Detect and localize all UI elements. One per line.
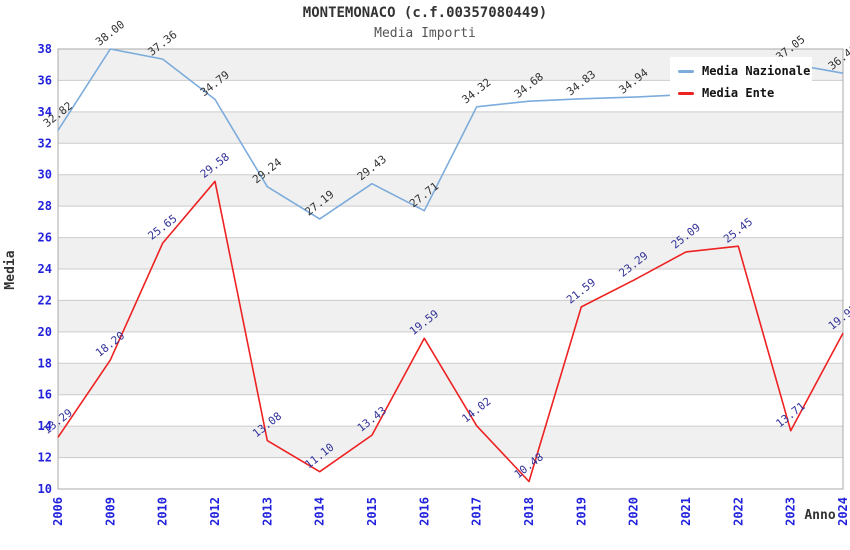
x-tick-label: 2024: [836, 497, 850, 526]
plot-band: [58, 300, 843, 332]
chart-subtitle: Media Importi: [374, 26, 476, 41]
y-tick-label: 30: [38, 168, 52, 182]
y-tick-label: 26: [38, 231, 52, 245]
y-tick-label: 22: [38, 293, 52, 307]
y-tick-label: 34: [38, 105, 52, 119]
x-axis-title: Anno: [804, 508, 835, 523]
plot-band: [58, 237, 843, 269]
legend-label-media-nazionale: Media Nazionale: [702, 64, 811, 78]
y-tick-label: 12: [38, 451, 52, 465]
x-tick-label: 2015: [365, 497, 379, 526]
line-swatch-icon: [678, 91, 694, 95]
y-tick-label: 18: [38, 356, 52, 370]
x-tick-label: 2019: [574, 497, 588, 526]
y-tick-label: 38: [38, 42, 52, 56]
legend-label-media-ente: Media Ente: [702, 86, 775, 100]
x-tick-label: 2021: [679, 497, 693, 526]
data-label: 14.02: [459, 395, 493, 426]
x-tick-label: 2010: [156, 497, 170, 526]
x-tick-label: 2013: [260, 497, 274, 526]
x-tick-label: 2018: [522, 497, 536, 526]
y-tick-label: 20: [38, 325, 52, 339]
x-tick-label: 2017: [470, 497, 484, 526]
y-tick-label: 16: [38, 388, 52, 402]
y-tick-label: 32: [38, 136, 52, 150]
legend: Media Nazionale Media Ente: [670, 57, 812, 107]
x-tick-label: 2014: [313, 497, 327, 526]
plot-border: [57, 48, 844, 490]
y-tick-label: 36: [38, 73, 52, 87]
plot-band: [58, 174, 843, 207]
plot-band: [58, 111, 843, 144]
x-tick-label: 2020: [627, 497, 641, 526]
x-tick-label: 2023: [784, 497, 798, 526]
line-swatch-icon: [678, 69, 694, 73]
y-tick-label: 28: [38, 199, 52, 213]
legend-item-media-ente: Media Ente: [678, 86, 804, 100]
x-tick-label: 2009: [103, 497, 117, 526]
series-line-media-ente: [57, 180, 844, 483]
x-tick-label: 2022: [731, 497, 745, 526]
y-axis-title: Media: [3, 250, 18, 289]
plot-band: [58, 426, 843, 458]
plot-band: [58, 363, 843, 395]
y-tick-label: 14: [38, 419, 52, 433]
legend-item-media-nazionale: Media Nazionale: [678, 64, 810, 78]
chart-title: MONTEMONACO (c.f.00357080449): [302, 5, 548, 21]
x-tick-label: 2006: [51, 497, 65, 526]
x-tick-label: 2016: [417, 497, 431, 526]
data-label: 38.00: [93, 18, 127, 49]
data-label: 18.20: [93, 329, 127, 360]
y-tick-label: 24: [38, 262, 52, 276]
y-tick-label: 10: [38, 482, 52, 496]
x-tick-label: 2012: [208, 497, 222, 526]
